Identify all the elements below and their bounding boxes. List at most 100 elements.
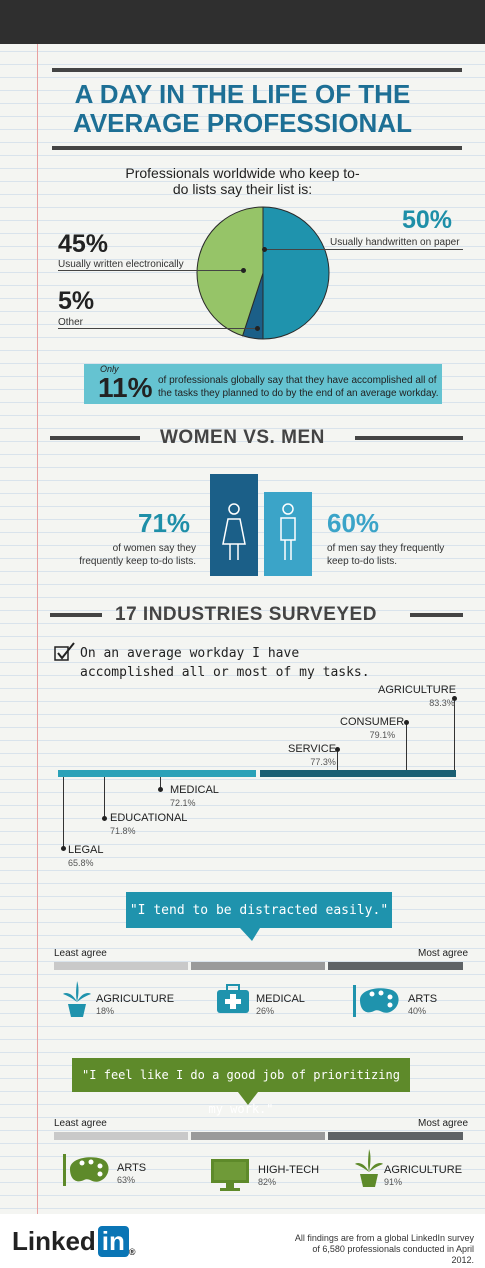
distracted-quote: "I tend to be distracted easily.": [129, 903, 389, 918]
industry-name-agriculture: AGRICULTURE: [378, 684, 457, 696]
prioritizing-quote-tail: [238, 1092, 258, 1105]
industry-name-consumer: CONSUMER: [340, 716, 405, 728]
prioritizing-scale-mid: [191, 1132, 325, 1140]
industry-dot-service: [335, 747, 340, 752]
industry-value-medical: 72.1%: [170, 798, 196, 808]
prioritizing-least-label: Least agree: [54, 1118, 107, 1129]
industry-line-service: [337, 749, 338, 770]
agriculture-plant-icon-green: [355, 1149, 383, 1187]
distracted-quote-tail: [240, 928, 260, 941]
agriculture-plant-icon: [63, 981, 91, 1017]
pie-label-paper-pct: 50%: [402, 206, 453, 234]
distracted-least-label: Least agree: [54, 948, 107, 959]
prioritizing-cat-1-name: ARTS: [117, 1162, 147, 1174]
industry-dot-medical: [158, 787, 163, 792]
pie-dot-electronic: [241, 268, 246, 273]
industry-line-consumer: [406, 722, 407, 770]
industry-line-legal: [63, 777, 64, 848]
men-bar: [264, 492, 312, 576]
prioritizing-cat-2-value: 82%: [258, 1177, 277, 1187]
arts-palette-icon-green: [63, 1154, 109, 1186]
prioritizing-quote: "I feel like I do a good job of prioriti…: [82, 1068, 400, 1116]
prioritizing-cat-3-name: AGRICULTURE: [384, 1164, 463, 1176]
distracted-cat-2-value: 26%: [256, 1006, 275, 1016]
prioritizing-quote-box: "I feel like I do a good job of prioriti…: [72, 1058, 410, 1116]
distracted-cat-3-value: 40%: [408, 1006, 427, 1016]
industry-line-educational: [104, 777, 105, 818]
pie-label-electronic-pct: 45%: [58, 230, 109, 258]
pie-leader-electronic: [58, 270, 244, 271]
pie-intro: Professionals worldwide who keep to-do l…: [125, 165, 360, 197]
pie-leader-paper: [265, 249, 463, 250]
distracted-most-label: Most agree: [418, 948, 469, 959]
pie-label-other-pct: 5%: [58, 287, 95, 315]
notebook-binding: [0, 0, 485, 44]
prioritizing-scale-low: [54, 1132, 188, 1140]
medical-kit-icon: [217, 984, 249, 1013]
industry-dot-educational: [102, 816, 107, 821]
distracted-cat-3-name: ARTS: [408, 993, 438, 1005]
distracted-quote-box: "I tend to be distracted easily.": [126, 892, 392, 928]
women-pct: 71%: [138, 508, 191, 538]
pie-label-paper: Usually handwritten on paper: [330, 237, 460, 248]
monitor-icon: [211, 1159, 249, 1191]
industry-line-agriculture: [454, 698, 455, 770]
pie-slice-1: [196, 206, 264, 337]
prioritizing-cat-1-value: 63%: [117, 1175, 136, 1185]
women-bar: [210, 474, 258, 576]
industry-value-educational: 71.8%: [110, 826, 136, 836]
gender-rule-left: [50, 436, 140, 440]
checkbox-icon: [54, 642, 75, 661]
title-rule-top: [52, 68, 462, 72]
distracted-cat-2-name: MEDICAL: [256, 993, 305, 1005]
industries-axis-high: [260, 770, 456, 777]
footer: Linked in ® All findings are from a global…: [0, 1214, 485, 1268]
women-text: of women say they frequently keep to-do …: [79, 543, 196, 567]
linkedin-logo-in: in: [97, 1226, 129, 1257]
linkedin-logo-text: Linked: [12, 1226, 96, 1256]
arts-palette-icon: [353, 985, 399, 1017]
distracted-scale-mid: [191, 962, 325, 970]
prioritizing-scale-high: [328, 1132, 463, 1140]
industry-name-educational: EDUCATIONAL: [110, 812, 188, 824]
distracted-cat-1-name: AGRICULTURE: [96, 993, 175, 1005]
industry-value-agriculture: 83.3%: [429, 698, 455, 708]
pie-dot-paper: [262, 247, 267, 252]
pie-dot-other: [255, 326, 260, 331]
man-icon: [280, 503, 296, 560]
margin-line: [37, 44, 38, 1214]
distracted-scale-high: [328, 962, 463, 970]
industry-value-consumer: 79.1%: [369, 730, 396, 740]
distracted-cat-1-value: 18%: [96, 1006, 115, 1016]
pie-leader-other: [58, 328, 258, 329]
industries-heading: 17 INDUSTRIES SURVEYED: [115, 604, 377, 625]
industries-axis-low: [58, 770, 256, 777]
men-pct: 60%: [327, 508, 380, 538]
industries-statement: On an average workday I have accomplishe…: [80, 646, 370, 680]
linkedin-logo: Linked in ®: [12, 1226, 136, 1257]
prioritizing-most-label: Most agree: [418, 1118, 469, 1129]
title-rule-bottom: [52, 146, 462, 150]
pie-slice-0: [262, 206, 330, 340]
prioritizing-cat-3-value: 91%: [384, 1177, 403, 1187]
footer-note: All findings are from a global LinkedIn …: [294, 1233, 474, 1265]
industry-name-medical: MEDICAL: [170, 784, 219, 796]
industry-value-service: 77.3%: [310, 757, 336, 767]
gender-rule-right: [355, 436, 463, 440]
stat-11-pct: 11%: [98, 372, 153, 403]
prioritizing-cat-2-name: HIGH-TECH: [258, 1164, 320, 1176]
men-text: of men say they frequently keep to-do li…: [327, 543, 445, 567]
distracted-scale-low: [54, 962, 188, 970]
stat-11-only: Only: [100, 364, 119, 374]
industry-line-medical: [160, 777, 161, 789]
gender-heading: WOMEN VS. MEN: [160, 427, 325, 448]
industry-dot-legal: [61, 846, 66, 851]
industry-dot-agriculture: [452, 696, 457, 701]
industry-name-legal: LEGAL: [68, 844, 104, 856]
woman-icon: [222, 503, 246, 560]
pie-chart: [196, 206, 330, 340]
pie-label-electronic: Usually written electronically: [58, 259, 184, 270]
industry-name-service: SERVICE: [288, 743, 337, 755]
page-title: A DAY IN THE LIFE OF THE AVERAGE PROFESS…: [72, 79, 412, 138]
